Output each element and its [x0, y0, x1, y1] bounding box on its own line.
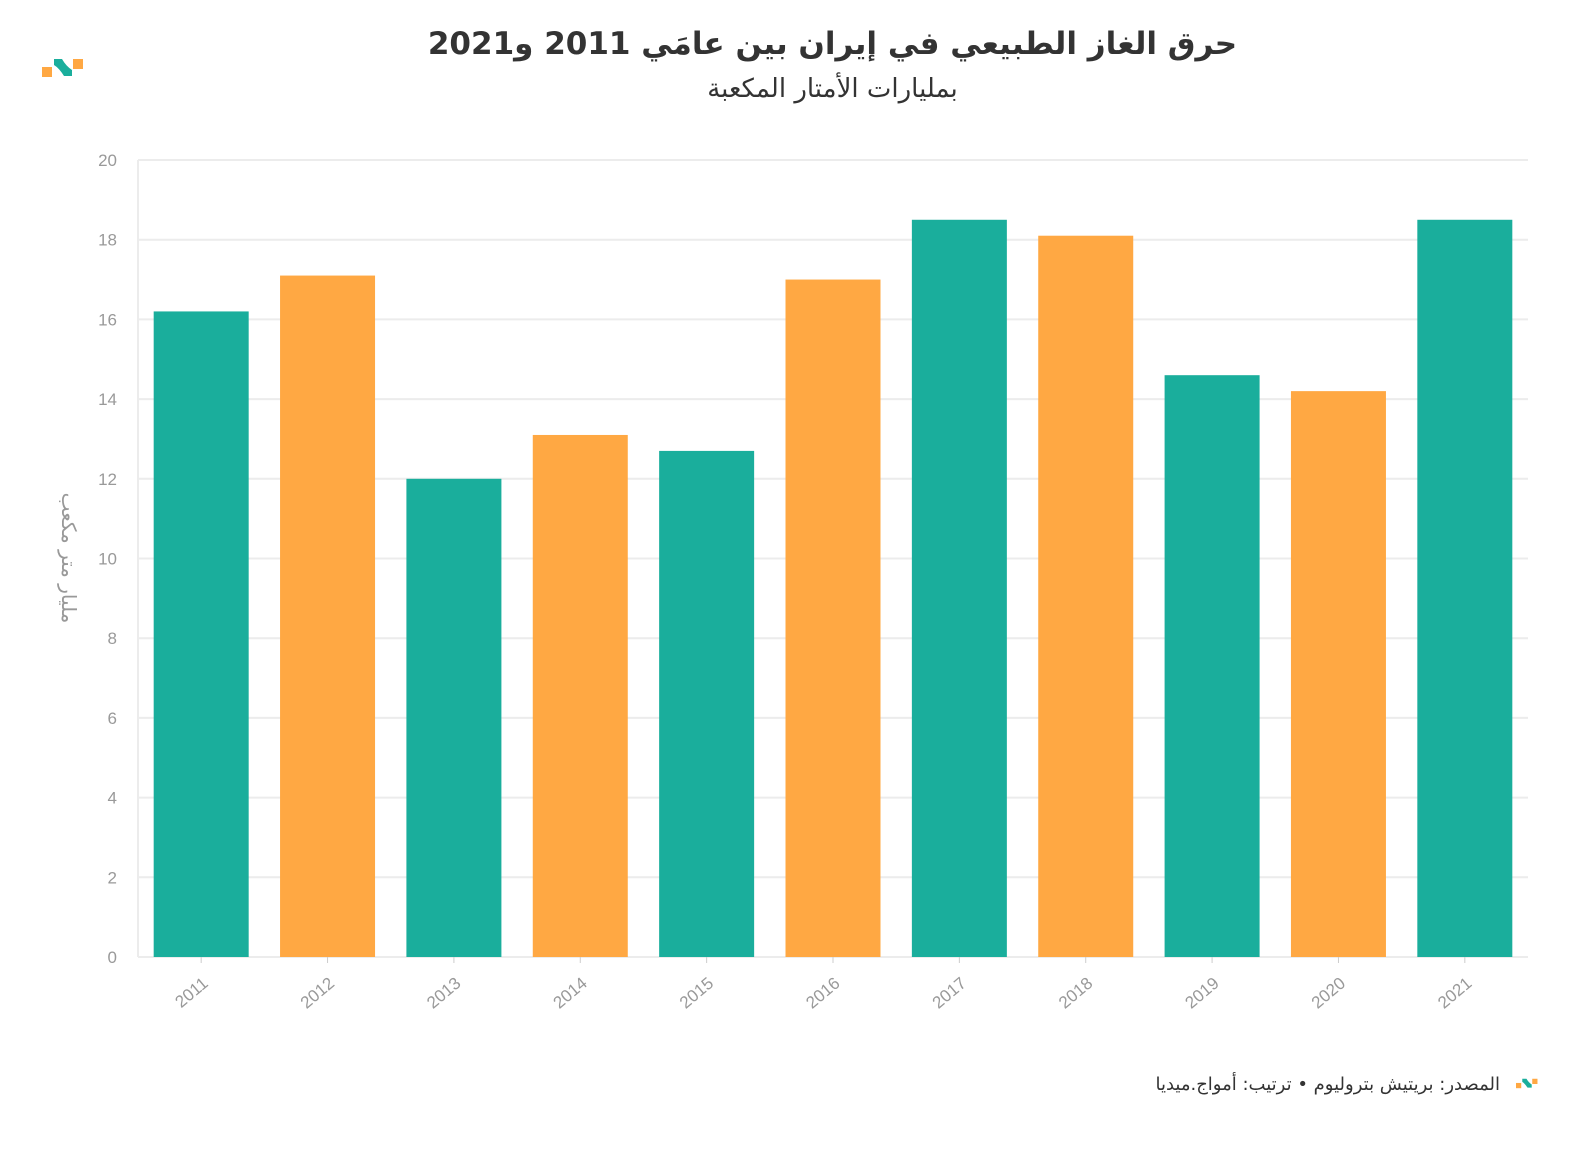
bar-2015: [659, 450, 755, 957]
x-tick-label: 2013: [423, 974, 464, 1013]
amwaj-small-logo-icon: [1516, 1078, 1538, 1089]
bar-2021: [1417, 219, 1513, 957]
y-tick-label: 6: [108, 709, 117, 728]
bar-2012: [280, 275, 376, 957]
x-tick-label: 2017: [929, 974, 970, 1013]
y-tick-label: 14: [98, 390, 117, 409]
bar-2017: [911, 219, 1007, 957]
y-tick-label: 18: [98, 231, 117, 250]
y-tick-label: 4: [108, 789, 117, 808]
bar-2011: [153, 311, 249, 957]
bar-2019: [1164, 375, 1260, 957]
bar-2016: [785, 279, 881, 957]
y-tick-label: 0: [108, 948, 117, 967]
x-tick-label: 2021: [1434, 974, 1475, 1013]
x-tick-label: 2014: [550, 974, 591, 1013]
x-tick-label: 2016: [802, 974, 843, 1013]
y-tick-label: 16: [98, 310, 117, 329]
x-tick-label: 2018: [1055, 974, 1096, 1013]
x-tick-label: 2012: [297, 974, 338, 1013]
chart-title: حرق الغاز الطبيعي في إيران بين عامَي 201…: [427, 26, 1238, 62]
y-axis-title: مليار متر مكعب: [57, 493, 81, 624]
y-tick-label: 12: [98, 470, 117, 489]
x-tick-label: 2011: [172, 974, 212, 1012]
y-tick-label: 10: [98, 550, 117, 569]
chart-subtitle: بمليارات الأمتار المكعبة: [707, 74, 958, 104]
bar-2018: [1038, 235, 1134, 958]
source-footer: المصدر: بريتيش بتروليوم • ترتيب: أمواج.م…: [1155, 1074, 1500, 1095]
bar-2014: [532, 434, 628, 958]
amwaj-logo-icon: [42, 59, 83, 77]
bar-2020: [1290, 391, 1386, 957]
y-tick-label: 2: [108, 868, 117, 887]
bar-2013: [406, 478, 502, 957]
y-tick-label: 8: [108, 629, 117, 648]
x-tick-label: 2020: [1308, 974, 1349, 1013]
y-tick-label: 20: [98, 151, 117, 170]
x-tick-label: 2019: [1181, 974, 1222, 1013]
x-tick-label: 2015: [676, 974, 717, 1013]
bar-chart: 0 2 4 6 8 10 12 14 16 18 20 2011 2012 2013 2014 2015 201…: [57, 151, 1528, 1013]
